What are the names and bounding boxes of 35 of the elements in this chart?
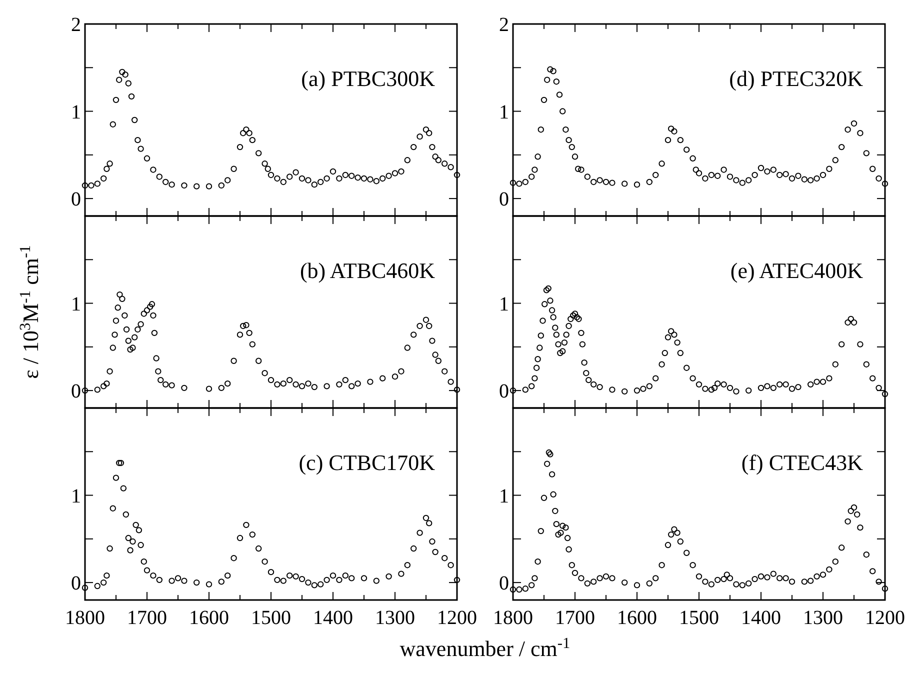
- text: (e) ATEC400K: [730, 258, 864, 283]
- x-tick-label: 1200: [437, 607, 477, 629]
- x-tick-label: 1200: [865, 607, 905, 629]
- x-tick-label: 1500: [679, 607, 719, 629]
- y-tick-label: 1: [499, 293, 509, 316]
- y-tick-label: 2: [499, 14, 509, 36]
- x-tick-label: 1400: [741, 607, 781, 629]
- text: (d) PTEC320K: [729, 66, 864, 91]
- text: (a) PTBC300K: [301, 66, 436, 91]
- x-tick-label: 1800: [493, 607, 533, 629]
- text: (c) CTBC170K: [298, 450, 436, 475]
- x-tick-label: 1800: [65, 607, 105, 629]
- x-tick-label: 1600: [617, 607, 657, 629]
- x-tick-label: 1300: [803, 607, 843, 629]
- y-tick-label: 0: [71, 572, 81, 595]
- text: (f) CTEC43K: [741, 450, 864, 475]
- x-tick-label: 1500: [251, 607, 291, 629]
- y-tick-label: 0: [71, 188, 81, 211]
- y-tick-label: 1: [71, 485, 81, 508]
- y-tick-label: 2: [71, 14, 81, 36]
- y-tick-label: 0: [499, 380, 509, 403]
- y-tick-label: 1: [71, 293, 81, 316]
- x-tick-label: 1600: [189, 607, 229, 629]
- x-axis-title: wavenumber / cm$^{-1}$: [400, 634, 570, 661]
- y-tick-label: 0: [499, 572, 509, 595]
- y-tick-label: 1: [499, 101, 509, 124]
- x-tick-label: 1400: [313, 607, 353, 629]
- x-tick-label: 1700: [127, 607, 167, 629]
- y-tick-label: 0: [71, 380, 81, 403]
- text: (b) ATBC460K: [300, 258, 436, 283]
- x-tick-label: 1700: [555, 607, 595, 629]
- x-tick-label: 1300: [375, 607, 415, 629]
- y-tick-label: 0: [499, 188, 509, 211]
- y-tick-label: 1: [499, 485, 509, 508]
- y-tick-label: 1: [71, 101, 81, 124]
